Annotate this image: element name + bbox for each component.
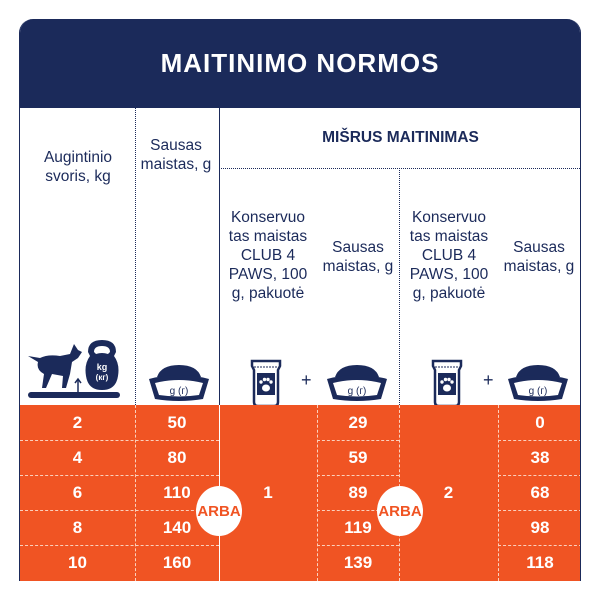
row-divider [20,440,219,441]
row-divider [498,545,580,546]
row-divider [20,545,219,546]
row-divider [20,510,219,511]
mix2-pouches: 2 [443,483,454,502]
row-divider [20,475,219,476]
food-bowl-icon: g (г) [508,365,568,401]
cell-dry: 80 [167,447,187,467]
table-header: Augintinio svoris, kg Sausas maistas, g … [20,108,580,408]
cell-mix2-dry: 68 [530,482,550,502]
divider [135,405,136,581]
cell-mix2-dry: 0 [535,412,545,432]
plus-sign: + [301,370,312,390]
feeding-table: MAITINIMO NORMOS Augintinio svoris, kg S… [19,19,581,581]
row-divider [498,440,580,441]
or-badge: ARBA [377,486,423,536]
cell-dry: 160 [162,552,192,572]
cell-mix1-dry: 59 [348,447,368,467]
cell-weight: 4 [72,447,83,467]
row-divider [317,440,399,441]
divider [498,405,499,581]
row-divider [498,475,580,476]
food-bowl-icon: g (г) [149,365,209,401]
header-canned-1: Konservuo tas maistas CLUB 4 PAWS, 100 g… [228,209,308,302]
header-weight: Augintinio svoris, kg [43,149,113,185]
cell-weight: 8 [72,517,83,537]
cell-weight: 6 [72,482,83,502]
cell-mix1-dry: 89 [348,482,368,502]
row-divider [317,510,399,511]
or-badge: ARBA [196,486,242,536]
dog-kettlebell-icon: kg (кг) [28,340,120,398]
page-title: MAITINIMO NORMOS [20,19,580,108]
food-bowl-icon: g (г) [327,365,387,401]
header-canned-2: Konservuo tas maistas CLUB 4 PAWS, 100 g… [409,209,489,302]
paw-pouch-icon [431,359,463,408]
svg-text:g (г): g (г) [170,386,189,397]
header-mixed: MIŠRUS MAITINIMAS [322,129,479,146]
svg-text:g (г): g (г) [348,386,367,397]
divider [219,108,220,405]
paw-pouch-icon [250,359,282,408]
mix1-pouches: 1 [263,483,273,502]
row-divider [317,545,399,546]
cell-mix2-dry: 98 [530,517,550,537]
cell-mix1-dry: 29 [348,412,368,432]
plus-sign: + [483,370,494,390]
svg-text:g (г): g (г) [529,386,548,397]
cell-mix1-dry: 119 [344,517,372,537]
cell-dry: 140 [162,517,192,537]
cell-mix2-dry: 38 [530,447,550,467]
svg-text:(кг): (кг) [96,373,109,382]
divider [135,108,136,405]
svg-text:kg: kg [97,362,108,372]
cell-weight: 10 [68,552,87,572]
row-divider [498,510,580,511]
row-divider [317,475,399,476]
cell-mix1-dry: 139 [343,552,373,572]
header-dry: Sausas maistas, g [140,137,212,173]
cell-weight: 2 [72,412,83,432]
header-dry-mix-2: Sausas maistas, g [503,239,575,275]
cell-dry: 50 [167,412,187,432]
divider [317,405,318,581]
cell-dry: 110 [163,482,191,502]
divider [219,168,580,169]
cell-mix2-dry: 118 [526,552,554,572]
table-body: 1 2 2 50 29 0 4 80 59 38 6 110 89 68 8 140 119 98 10 160 1… [20,405,580,581]
divider [399,168,400,405]
header-dry-mix-1: Sausas maistas, g [322,239,394,275]
